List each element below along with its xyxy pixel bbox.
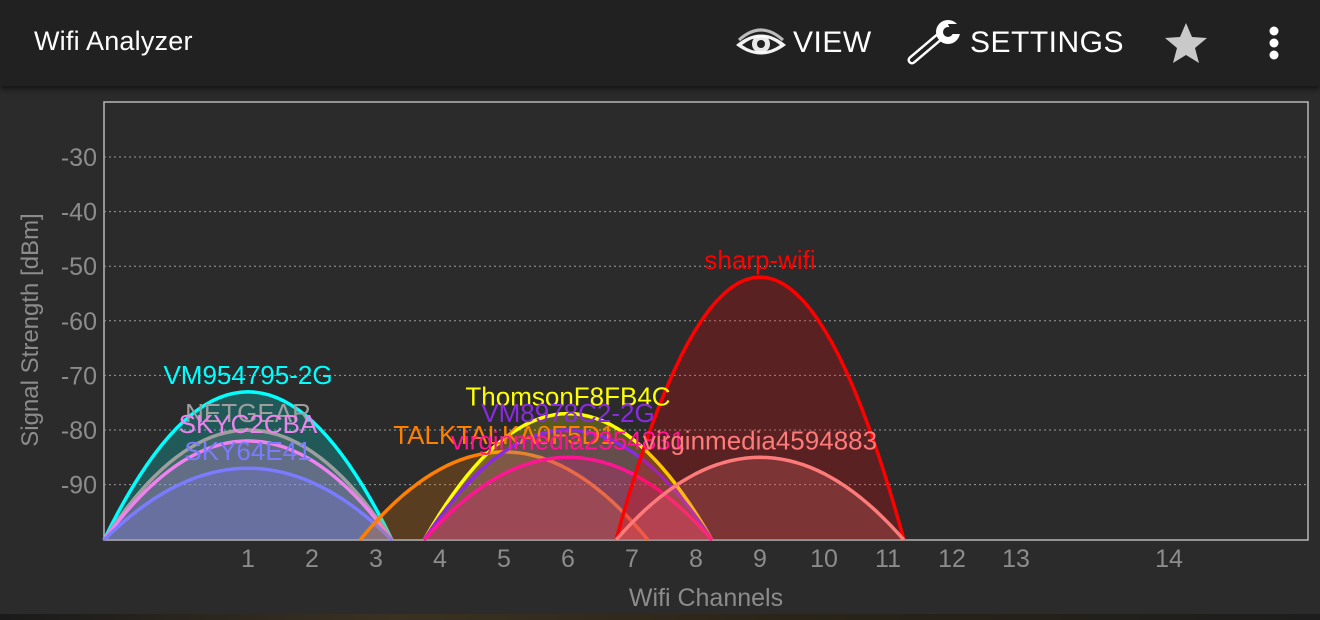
network-label: SKYC2CBA [179, 409, 318, 439]
favorite-button[interactable] [1162, 20, 1214, 66]
network-label: VM8978C2-2G [481, 398, 654, 428]
x-tick-label: 5 [497, 545, 511, 573]
x-tick-label: 7 [625, 545, 639, 573]
network-curve [102, 428, 394, 541]
network-label: VM954795-2G [163, 360, 332, 390]
network-curve [422, 411, 714, 541]
x-axis-ticks: 1 2 3 4 5 6 7 8 9 10 11 12 13 14 [241, 545, 1183, 573]
network-label: ThomsonF8FB4C [465, 382, 670, 412]
x-tick-label: 11 [875, 545, 901, 573]
overflow-menu-button[interactable] [1258, 20, 1290, 66]
x-tick-label: 13 [1002, 545, 1030, 573]
star-icon [1165, 23, 1207, 63]
settings-button[interactable]: SETTINGS [906, 20, 1124, 66]
y-tick-label: -50 [61, 253, 97, 281]
y-tick-label: -30 [61, 144, 97, 172]
x-tick-label: 12 [938, 545, 966, 573]
network-area [616, 457, 904, 540]
x-tick-label: 8 [689, 545, 703, 573]
network-label: TALKTALKA0F5D1 [393, 420, 615, 450]
y-axis-ticks: -30 -40 -50 -60 -70 -80 -90 [61, 144, 97, 500]
network-area [424, 457, 712, 540]
y-tick-label: -60 [61, 308, 97, 336]
wrench-icon [907, 20, 962, 65]
view-button[interactable]: VIEW [733, 20, 872, 66]
y-axis-label: Signal Strength [dBm] [17, 213, 44, 446]
network-curve [614, 275, 906, 541]
grid [104, 156, 1308, 486]
y-tick-label: -80 [61, 417, 97, 445]
network-area [360, 451, 648, 540]
network-area [104, 440, 392, 540]
x-axis-label: Wifi Channels [629, 584, 783, 612]
network-curve [614, 455, 906, 542]
x-tick-label: 6 [561, 545, 575, 573]
network-label: virginmedia4594883 [643, 425, 877, 455]
y-tick-label: -70 [61, 362, 97, 390]
network-curve [102, 390, 394, 541]
network-curve [102, 439, 394, 542]
more-vert-icon [1269, 26, 1279, 60]
channel-graph: -30-40-50-60-70-80-90 1 2 3 4 5 6 7 8 9 10 11 12 13 1… [17, 101, 1309, 612]
x-tick-label: 1 [241, 545, 255, 573]
network-curve [422, 428, 714, 541]
y-tick-label: -40 [61, 199, 97, 227]
network-label: SKY64E41 [184, 436, 311, 466]
settings-label: SETTINGS [970, 26, 1125, 59]
network-area [104, 468, 392, 540]
x-tick-label: 4 [433, 545, 447, 573]
eye-icon [736, 28, 786, 55]
x-tick-label: 9 [753, 545, 767, 573]
action-bar: Wifi Analyzer VIEW SETTINGS [0, 0, 1320, 86]
x-tick-label: 10 [810, 545, 838, 573]
x-tick-label: 3 [369, 545, 383, 573]
background-strip [0, 614, 1320, 620]
network-label: virginmedia2354831 [451, 425, 685, 455]
network-curve [102, 466, 394, 542]
view-label: VIEW [793, 26, 872, 59]
x-tick-label: 2 [305, 545, 319, 573]
signal-chart: -30 -40 -50 -60 -70 -80 -90 1 2 3 4 5 6 7 8 9 10 11 12 13 1… [0, 86, 1320, 620]
network-label: NETGEAR [185, 398, 311, 428]
network-label: sharp-wifi [704, 245, 815, 275]
y-tick-label: -90 [61, 472, 97, 500]
app-title: Wifi Analyzer [34, 26, 193, 56]
x-tick-label: 14 [1155, 545, 1183, 573]
